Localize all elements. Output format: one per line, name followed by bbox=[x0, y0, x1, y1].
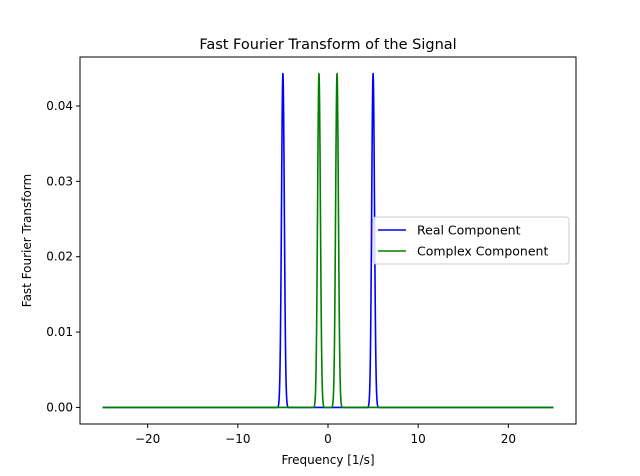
x-tick-label: −20 bbox=[135, 432, 160, 446]
x-tick-label: 20 bbox=[501, 432, 516, 446]
x-tick-label: 0 bbox=[324, 432, 332, 446]
x-axis: −20 −10 0 10 20 bbox=[135, 424, 516, 446]
y-axis-label: Fast Fourier Transform bbox=[20, 174, 34, 307]
y-tick-label: 0.01 bbox=[46, 325, 73, 339]
chart-title: Fast Fourier Transform of the Signal bbox=[199, 37, 456, 53]
legend-box bbox=[372, 216, 570, 265]
x-tick-label: 10 bbox=[411, 432, 426, 446]
y-tick-label: 0.03 bbox=[46, 174, 73, 188]
series-layer bbox=[101, 72, 555, 409]
y-tick-label: 0.00 bbox=[46, 400, 73, 414]
legend-label: Real Component bbox=[417, 223, 521, 238]
y-axis: 0.00 0.01 0.02 0.03 0.04 bbox=[46, 99, 80, 414]
y-tick-label: 0.02 bbox=[46, 250, 73, 264]
series-line-complex bbox=[101, 72, 555, 409]
legend: Real Component Complex Component bbox=[372, 216, 570, 265]
x-axis-label: Frequency [1/s] bbox=[281, 453, 374, 467]
y-tick-label: 0.04 bbox=[46, 99, 73, 113]
x-tick-label: −10 bbox=[225, 432, 250, 446]
legend-label: Complex Component bbox=[417, 244, 548, 259]
